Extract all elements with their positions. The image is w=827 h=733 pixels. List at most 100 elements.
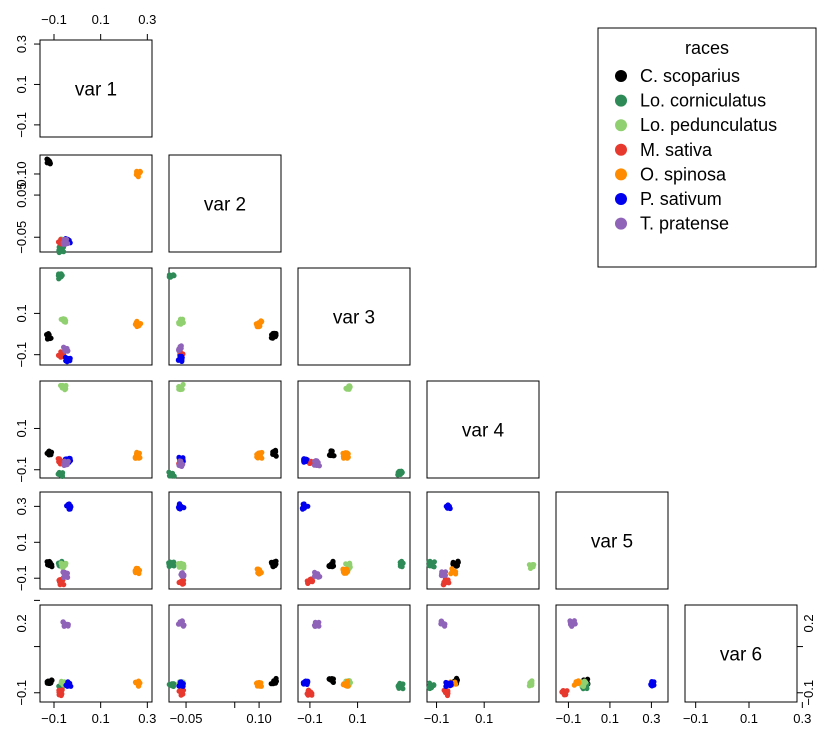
legend-label-7: T. pratense	[640, 214, 729, 234]
panel-frame-2-2	[168, 154, 282, 253]
bottom-x-tick-label-c5-2: 0.1	[601, 711, 619, 726]
point-6-4-g6-7	[443, 679, 449, 686]
point-6-2-g4-7	[178, 692, 184, 698]
point-6-3-g4-9	[305, 687, 311, 694]
legend-label-6: P. sativum	[640, 189, 722, 209]
point-5-2-g2-9	[167, 559, 173, 565]
point-6-2-g7-9	[177, 619, 183, 625]
point-5-4-g3-7	[527, 565, 534, 572]
point-5-4-g4-8	[441, 582, 447, 588]
point-6-5-g4-8	[561, 691, 568, 698]
point-5-2-g5-9	[258, 569, 264, 575]
panel-3-2	[166, 267, 282, 366]
bottom-x-tick-label-c6-2: 0.1	[740, 711, 758, 726]
legend-title: races	[685, 38, 729, 58]
point-6-5-g7-8	[567, 618, 573, 624]
panel-frame-6-6	[684, 604, 798, 703]
panel-frame-5-5	[555, 491, 669, 590]
top-x-tick-label-1: −0.1	[41, 12, 67, 27]
left-y-tick-label-r1-1: −0.1	[14, 112, 29, 138]
point-6-1-g7-9	[65, 621, 71, 628]
point-5-1-g6-9	[67, 503, 74, 509]
left-y-tick-label-r5-1: −0.1	[14, 565, 29, 591]
point-6-1-g5-8	[133, 679, 139, 686]
panel-frame-5-4	[426, 491, 540, 590]
point-5-4-g1-9	[453, 563, 460, 569]
panel-frame-6-4	[426, 604, 540, 703]
point-5-2-g7-9	[178, 572, 184, 578]
point-5-1-g1-9	[46, 561, 52, 567]
left-y-tick-label-r5-2: 0.1	[14, 533, 29, 551]
point-5-3-g7-6	[312, 569, 318, 576]
panel-frame-6-2	[168, 604, 282, 703]
point-6-4-g2-9	[426, 685, 432, 691]
point-3-2-g5-7	[254, 324, 260, 330]
legend-box	[597, 27, 817, 268]
point-4-2-g2-9	[167, 471, 173, 477]
point-3-2-g1-9	[273, 332, 279, 338]
point-6-3-g6-9	[300, 681, 307, 687]
point-4-2-g5-9	[254, 454, 260, 460]
point-5-3-g1-8	[330, 558, 336, 564]
point-5-3-g7-9	[312, 573, 318, 580]
point-5-1-g5-9	[132, 569, 138, 575]
bottom-x-tick-label-c1-1: −0.1	[41, 711, 67, 726]
point-5-3-g1-9	[329, 564, 335, 570]
point-4-2-g3-9	[179, 386, 185, 392]
bottom-x-tick-label-c4-2: 0.1	[475, 711, 493, 726]
point-3-2-g3-9	[176, 319, 182, 326]
point-6-3-g1-9	[326, 676, 333, 682]
legend-label-3: Lo. pedunculatus	[640, 115, 777, 135]
point-6-4-g6-9	[448, 682, 454, 688]
left-y-tick-label-r3-2: 0.1	[14, 304, 29, 322]
legend-label-2: Lo. corniculatus	[640, 91, 766, 111]
top-x-tick-label-3: 0.3	[138, 12, 156, 27]
point-6-5-g4-9	[564, 688, 570, 694]
point-6-1-g5-9	[137, 680, 143, 686]
point-4-1-g7-8	[62, 462, 68, 468]
legend-marker-5	[615, 168, 627, 181]
panel-frame-5-1	[39, 491, 153, 590]
point-5-3-g6-9	[301, 505, 307, 511]
bottom-x-tick-label-c6-3: 0.3	[793, 711, 811, 726]
point-6-5-g3-9	[580, 683, 586, 689]
point-3-1-g2-9	[58, 274, 64, 280]
point-6-1-g7-8	[60, 619, 66, 625]
panel-frame-2-1	[39, 154, 153, 253]
legend-marker-1	[615, 70, 627, 82]
point-5-2-g1-8	[270, 564, 276, 570]
point-6-3-g2-9	[400, 686, 406, 692]
point-5-1-g6-7	[64, 503, 70, 509]
left-y-tick-label-r1-2: 0.1	[14, 75, 29, 93]
legend-marker-2	[615, 94, 627, 107]
point-6-1-g1-9	[47, 680, 53, 687]
point-4-2-g7-8	[179, 463, 185, 469]
point-4-1-g5-8	[134, 449, 140, 455]
legend-label-5: O. spinosa	[640, 164, 727, 184]
panel-5-3	[297, 491, 411, 590]
panel-5-2	[166, 491, 282, 590]
left-y-tick-label-r4-2: 0.1	[14, 419, 29, 437]
bottom-x-tick-label-c6-1: −0.1	[683, 711, 709, 726]
point-6-1-g6-9	[65, 680, 71, 687]
point-4-3-g5-8	[345, 451, 351, 457]
right-y-tick-label-1: −0.1	[801, 680, 816, 706]
point-5-4-g5-8	[449, 569, 455, 576]
point-6-2-g1-9	[270, 681, 276, 687]
point-3-1-g1-9	[45, 331, 52, 337]
panel-6-5	[555, 604, 669, 703]
point-5-1-g3-9	[62, 562, 69, 568]
diag-label-var-5: var 5	[591, 532, 633, 553]
panel-frame-4-2	[168, 380, 282, 479]
left-y-tick-label-r6-1: −0.1	[14, 680, 29, 706]
point-4-1-g4-9	[56, 456, 63, 462]
point-4-2-g5-8	[257, 450, 263, 456]
point-6-2-g4-9	[177, 688, 183, 694]
left-y-tick-label-r2-3: 0.10	[14, 161, 29, 186]
point-6-2-g1-7	[273, 675, 279, 682]
point-5-4-g2-9	[427, 558, 433, 564]
diag-label-var-3: var 3	[333, 308, 375, 329]
panel-2-1	[39, 154, 153, 256]
panel-5-4	[426, 491, 540, 590]
point-5-1-g4-9	[61, 582, 67, 588]
